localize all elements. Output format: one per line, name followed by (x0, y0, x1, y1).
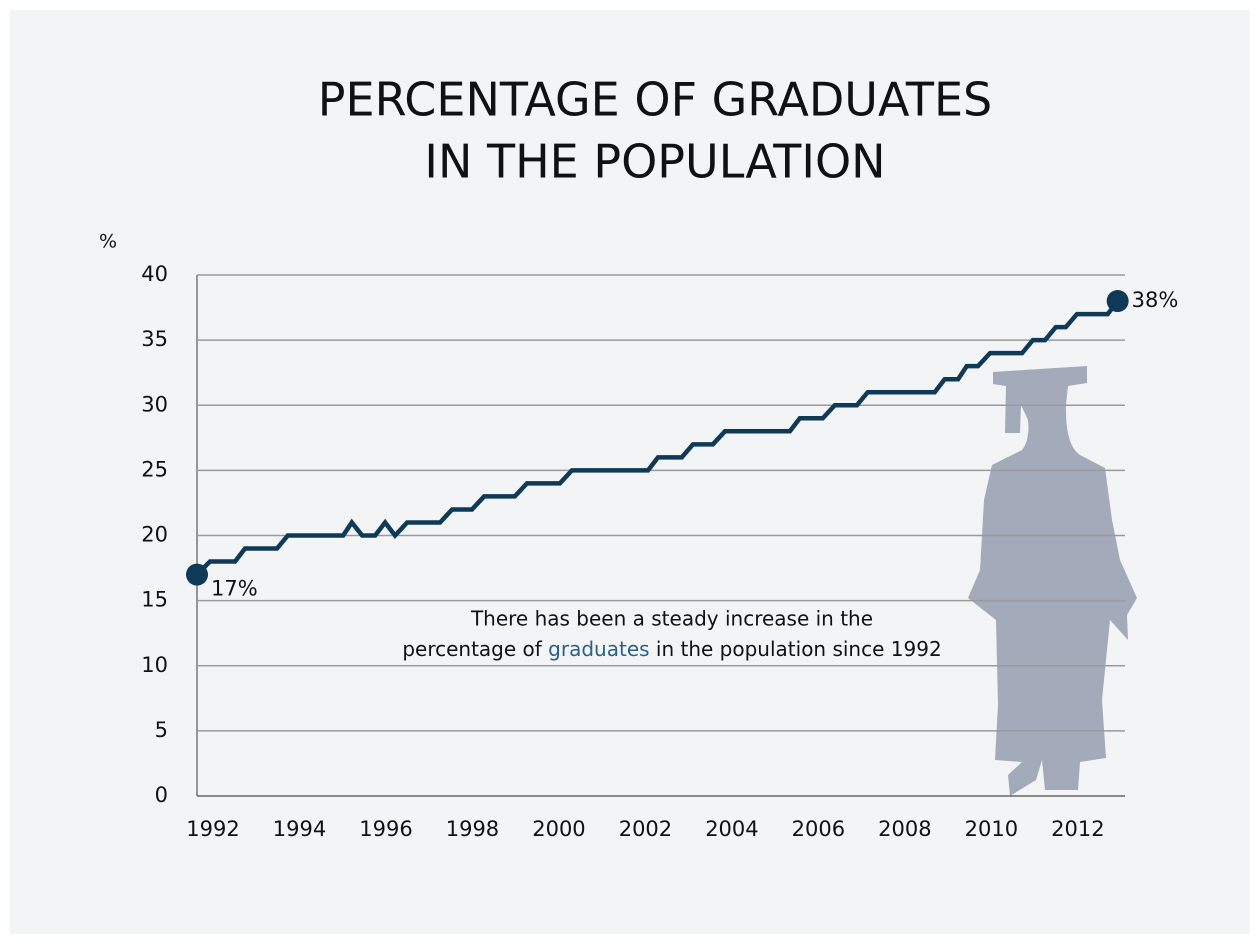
x-tick-label: 2000 (532, 817, 585, 841)
x-tick-label: 1996 (359, 817, 412, 841)
x-tick-label: 1992 (186, 817, 239, 841)
graduate-silhouette (968, 366, 1137, 796)
chart-title: IN THE POPULATION (424, 135, 885, 189)
x-tick-label: 2006 (792, 817, 845, 841)
annotation: percentage of graduates in the populatio… (402, 637, 941, 661)
end-marker (1106, 290, 1129, 313)
annotation: There has been a steady increase in the (470, 607, 873, 631)
y-axis-label: % (99, 231, 117, 253)
x-tick-label: 2008 (878, 817, 931, 841)
y-tick-label: 5 (155, 718, 168, 742)
x-tick-label: 1998 (446, 817, 499, 841)
end-marker (186, 563, 208, 586)
x-tick-label: 1994 (273, 817, 326, 841)
data-label: 38% (1132, 288, 1179, 312)
x-tick-label: 2002 (619, 817, 672, 841)
y-tick-label: 15 (141, 588, 168, 612)
y-tick-label: 25 (141, 457, 168, 481)
y-tick-label: 35 (141, 327, 168, 351)
annotation-highlight: graduates (548, 637, 649, 661)
line (195, 299, 1120, 577)
annotation-part: in the population since 1992 (650, 637, 942, 661)
x-tick-label: 2004 (705, 817, 758, 841)
chart-title: PERCENTAGE OF GRADUATES (318, 73, 992, 127)
y-tick-label: 40 (141, 262, 168, 286)
y-tick-label: 20 (141, 523, 168, 547)
annotation-part: percentage of (402, 637, 548, 661)
y-tick-label: 30 (141, 392, 168, 416)
x-tick-label: 2010 (965, 817, 1018, 841)
y-tick-label: 10 (141, 653, 168, 677)
x-tick-label: 2012 (1051, 817, 1104, 841)
y-tick-label: 0 (155, 783, 168, 807)
data-label: 17% (211, 577, 258, 601)
